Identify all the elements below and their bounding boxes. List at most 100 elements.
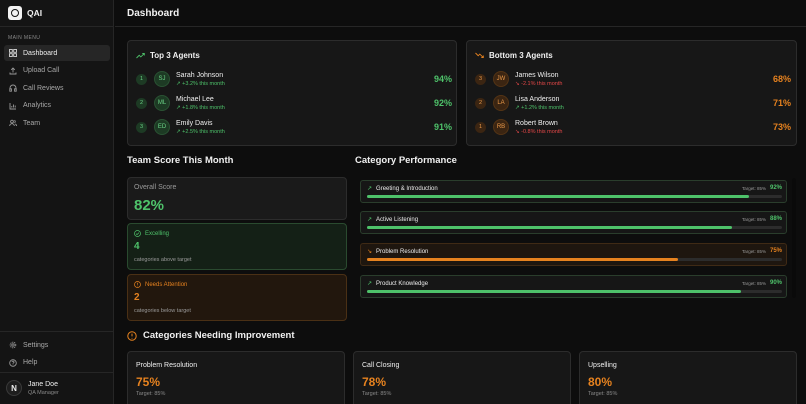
category-name: ↗ Active Listening (367, 216, 419, 224)
sidebar-item-label: Call Reviews (23, 84, 64, 92)
rank-badge: 2 (475, 97, 486, 109)
sidebar-item-label: Analytics (23, 102, 52, 109)
agent-row[interactable]: 2 ML Michael Lee ↗ +1.8% this month 92% (136, 92, 452, 114)
scrollbar[interactable] (792, 178, 796, 298)
improvement-value: 78% (362, 375, 387, 389)
attention-desc: categories below target (134, 308, 191, 314)
app-logo[interactable]: QAI (8, 6, 42, 20)
team-score-title: Team Score This Month (127, 155, 234, 166)
agent-row[interactable]: 1 RB Robert Brown ↘ -0.8% this month 73% (475, 116, 791, 138)
agent-name: James Wilson (515, 71, 559, 79)
agent-avatar: SJ (154, 71, 170, 87)
users-icon (9, 119, 17, 127)
improvement-target: Target: 85% (588, 391, 618, 397)
sidebar-item-label: Upload Call (23, 67, 60, 74)
trend-down-icon: ↘ (367, 249, 373, 255)
category-item[interactable]: ↗ Product Knowledge Target: 85% 90% (360, 275, 787, 298)
divider (0, 331, 114, 332)
improvement-title-text: Categories Needing Improvement (143, 330, 295, 341)
excelling-header: Excelling (134, 230, 169, 237)
rank-badge: 1 (136, 73, 147, 85)
sidebar-item-help[interactable]: Help (4, 355, 110, 371)
category-item[interactable]: ↘ Problem Resolution Target: 85% 75% (360, 243, 787, 266)
category-name: ↗ Greeting & Introduction (367, 185, 438, 193)
sidebar-item-team[interactable]: Team (4, 115, 110, 131)
card-title-text: Top 3 Agents (150, 51, 200, 60)
progress-track (367, 226, 782, 229)
sidebar-item-dashboard[interactable]: Dashboard (4, 45, 110, 61)
divider (0, 26, 114, 27)
page-header: Dashboard (115, 0, 806, 27)
gear-icon (9, 341, 17, 349)
progress-fill (367, 258, 679, 261)
agent-avatar: ML (154, 95, 170, 111)
excelling-count: 4 (134, 241, 140, 252)
category-name: ↘ Problem Resolution (367, 248, 429, 256)
agent-name: Emily Davis (176, 119, 213, 127)
overall-score-value: 82% (134, 197, 165, 214)
improvement-card[interactable]: Call Closing 78% Target: 85% (353, 351, 571, 404)
app-name: QAI (27, 8, 43, 18)
improvement-card[interactable]: Upselling 80% Target: 85% (579, 351, 797, 404)
agent-trend: ↗ +1.8% this month (176, 105, 225, 111)
progress-fill (367, 195, 749, 198)
attention-count: 2 (134, 292, 140, 303)
logo-icon (8, 6, 22, 20)
agent-trend-text: +2.5% this month (182, 128, 225, 135)
upload-icon (9, 66, 17, 74)
agent-avatar: LA (493, 95, 509, 111)
agent-row[interactable]: 3 ED Emily Davis ↗ +2.5% this month 91% (136, 116, 452, 138)
sidebar-item-upload-call[interactable]: Upload Call (4, 63, 110, 79)
agent-row[interactable]: 2 LA Lisa Anderson ↗ +1.2% this month 71… (475, 92, 791, 114)
category-item[interactable]: ↗ Greeting & Introduction Target: 85% 92% (360, 180, 787, 203)
improvement-card[interactable]: Problem Resolution 75% Target: 85% (127, 351, 345, 404)
category-target: Target: 85% (741, 186, 766, 191)
user-name: Jane Doe (28, 380, 58, 388)
agent-score: 71% (772, 98, 791, 108)
category-target: Target: 85% (741, 281, 766, 286)
category-performance-title: Category Performance (355, 155, 457, 166)
agent-name: Robert Brown (515, 119, 558, 127)
category-value: 92% (769, 185, 782, 191)
category-value: 88% (769, 216, 782, 222)
agent-name: Michael Lee (176, 95, 214, 103)
agent-trend: ↘ -0.8% this month (515, 129, 562, 135)
improvement-value: 75% (136, 375, 161, 389)
agent-score: 73% (772, 122, 791, 132)
agent-row[interactable]: 3 JW James Wilson ↘ -2.1% this month 68% (475, 68, 791, 90)
agent-row[interactable]: 1 SJ Sarah Johnson ↗ +3.2% this month 94… (136, 68, 452, 90)
rank-badge: 1 (475, 121, 486, 133)
attention-label: Needs Attention (145, 281, 188, 288)
sidebar: QAI MAIN MENU Dashboard Upload Call Call… (0, 0, 114, 404)
agent-score: 92% (433, 98, 452, 108)
agent-trend: ↘ -2.1% this month (515, 81, 562, 87)
sidebar-item-label: Dashboard (23, 49, 58, 57)
check-circle-icon (134, 230, 141, 237)
progress-track (367, 195, 782, 198)
category-item[interactable]: ↗ Active Listening Target: 85% 88% (360, 211, 787, 234)
category-name-text: Problem Resolution (376, 248, 429, 255)
agent-trend: ↗ +3.2% this month (176, 81, 225, 87)
sidebar-item-call-reviews[interactable]: Call Reviews (4, 80, 110, 96)
category-name-text: Active Listening (376, 216, 419, 223)
bottom-nav: Settings Help (4, 337, 110, 372)
agent-trend-text: -2.1% this month (521, 80, 563, 87)
agent-name: Lisa Anderson (515, 95, 560, 103)
top-agents-card: Top 3 Agents 1 SJ Sarah Johnson ↗ +3.2% … (127, 40, 457, 146)
needs-attention-card: Needs Attention 2 categories below targe… (127, 274, 347, 321)
progress-fill (367, 226, 733, 229)
trend-down-icon: ↘ (515, 80, 522, 87)
rank-badge: 2 (136, 97, 147, 109)
trend-up-icon: ↗ (176, 80, 183, 87)
main-nav: Dashboard Upload Call Call Reviews Analy… (4, 45, 110, 133)
avatar: N (6, 380, 22, 396)
agent-score: 68% (772, 74, 791, 84)
sidebar-item-settings[interactable]: Settings (4, 337, 110, 353)
sidebar-item-label: Help (23, 359, 38, 366)
improvement-title: Categories Needing Improvement (127, 330, 295, 341)
progress-track (367, 258, 782, 261)
user-profile[interactable]: N Jane Doe QA Manager (6, 380, 59, 396)
agent-score: 91% (433, 122, 452, 132)
sidebar-item-analytics[interactable]: Analytics (4, 98, 110, 114)
category-name: ↗ Product Knowledge (367, 280, 428, 288)
